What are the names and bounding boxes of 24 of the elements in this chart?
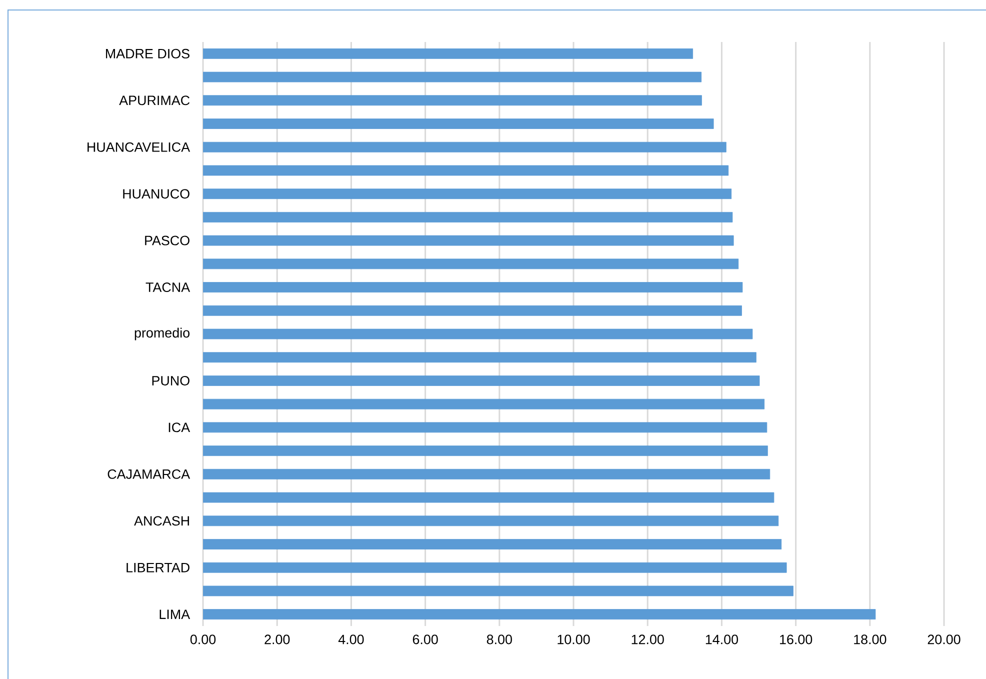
y-tick-label: ANCASH	[134, 516, 189, 526]
y-tick-label: PUNO	[152, 376, 190, 386]
y-tick-label: PASCO	[145, 236, 190, 246]
x-tick-label: 2.00	[264, 634, 290, 644]
y-tick-label: HUANUCO	[123, 189, 190, 199]
x-tick-label: 20.00	[928, 634, 960, 644]
y-tick-label: ICA	[168, 422, 190, 432]
x-tick-label: 14.00	[706, 634, 738, 644]
x-tick-label: 6.00	[412, 634, 438, 644]
y-tick-label: MADRE DIOS	[106, 48, 190, 58]
y-tick-label: LIBERTAD	[126, 562, 190, 572]
y-tick-label: LIMA	[160, 610, 190, 619]
x-tick-label: 0.00	[190, 634, 216, 644]
y-tick-label: HUANCAVELICA	[88, 142, 190, 152]
x-tick-label: 18.00	[854, 634, 886, 644]
x-tick-label: 12.00	[632, 634, 664, 644]
x-tick-label: 8.00	[486, 634, 512, 644]
y-tick-label: promedio	[134, 328, 190, 340]
y-tick-label: APURIMAC	[119, 96, 190, 106]
y-tick-label: CAJAMARCA	[108, 469, 190, 479]
x-tick-label: 16.00	[780, 634, 812, 644]
y-tick-label: TACNA	[146, 282, 190, 292]
x-tick-label: 4.00	[338, 634, 364, 644]
x-tick-label: 10.00	[558, 634, 590, 644]
